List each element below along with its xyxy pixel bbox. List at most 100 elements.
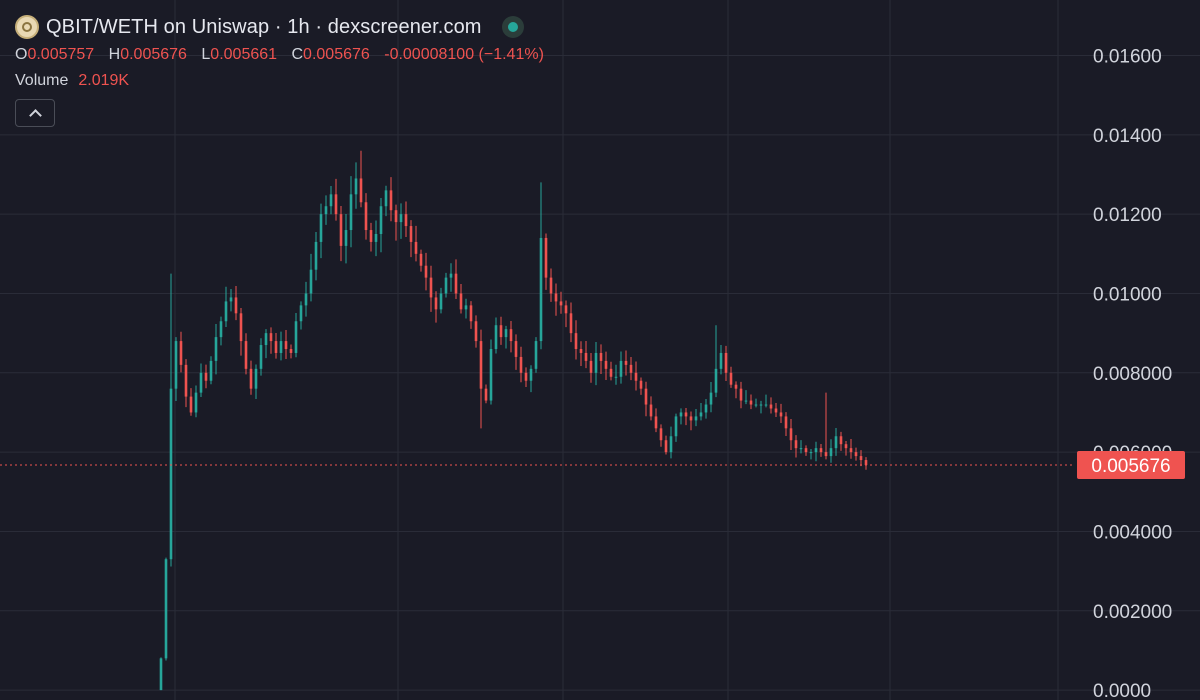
candle-body <box>814 448 818 453</box>
candle-body <box>399 214 403 223</box>
candle <box>324 195 328 225</box>
candle-body <box>374 233 378 242</box>
candle-body <box>324 206 328 215</box>
candle-body <box>664 440 668 453</box>
candle-body <box>359 178 363 203</box>
candle-body <box>824 452 828 457</box>
candle <box>409 220 413 258</box>
candle <box>814 441 818 462</box>
candle-body <box>329 194 333 207</box>
candle-body <box>619 360 623 377</box>
candle-body <box>384 190 388 207</box>
collapse-legend-button[interactable] <box>15 99 55 127</box>
candle-body <box>449 273 453 278</box>
candle <box>349 176 353 248</box>
candle-body <box>274 341 278 353</box>
candle-body <box>239 313 243 342</box>
candle <box>769 397 773 414</box>
candle-body <box>464 305 468 310</box>
y-axis-ticks: 0.00000.0020000.0040000.0060000.0080000.… <box>1093 47 1172 700</box>
candle <box>399 203 403 239</box>
candle <box>554 283 558 316</box>
candle <box>174 337 178 402</box>
candle <box>454 259 458 300</box>
candle-body <box>539 237 543 342</box>
candle-body <box>494 325 498 350</box>
candle <box>804 445 808 456</box>
candle-body <box>264 333 268 346</box>
market-status-icon[interactable] <box>501 16 524 38</box>
candle <box>719 345 723 375</box>
candle-body <box>544 237 548 278</box>
candle <box>279 331 283 361</box>
candle <box>344 214 348 264</box>
y-tick-label: 0.01400 <box>1093 126 1162 147</box>
candle-body <box>364 202 368 231</box>
candle-body <box>434 297 438 310</box>
candle <box>404 201 408 238</box>
candle-body <box>524 372 528 381</box>
volume-value: 2.019K <box>78 72 130 89</box>
candle <box>754 398 758 408</box>
candle-body <box>349 194 353 231</box>
candle-body <box>629 364 633 373</box>
candle-body <box>314 241 318 270</box>
candle <box>824 392 828 460</box>
candle-body <box>634 372 638 381</box>
candle <box>414 225 418 262</box>
candle-body <box>269 333 273 342</box>
candle <box>159 657 163 691</box>
candle <box>704 399 708 419</box>
candle <box>684 408 688 426</box>
candle-body <box>649 404 653 417</box>
candle <box>724 345 728 381</box>
candle-body <box>699 412 703 417</box>
candle-body <box>734 384 738 389</box>
candle <box>474 315 478 348</box>
candle-body <box>429 277 433 298</box>
candle <box>729 366 733 388</box>
low-value: 0.005661 <box>210 46 278 63</box>
candle <box>674 413 678 442</box>
candle <box>609 361 613 381</box>
y-tick-label: 0.01200 <box>1093 205 1162 226</box>
candle-body <box>459 293 463 310</box>
candle-body <box>579 349 583 353</box>
candle <box>549 268 553 302</box>
candle-body <box>529 368 533 381</box>
candle-body <box>369 230 373 242</box>
candle <box>164 557 168 661</box>
candle-body <box>244 341 248 369</box>
candle <box>394 204 398 241</box>
candle-body <box>794 440 798 449</box>
candle-body <box>669 436 673 453</box>
candle <box>669 426 673 459</box>
candle <box>179 331 183 373</box>
candle-body <box>194 392 198 413</box>
candle-body <box>354 178 358 195</box>
candle-body <box>419 253 423 266</box>
last-price-tag-background <box>1077 450 1185 479</box>
candle-body <box>729 372 733 385</box>
candle-body <box>504 329 508 338</box>
candle <box>354 162 358 209</box>
candle <box>764 394 768 408</box>
candle <box>264 329 268 359</box>
open-value: 0.005757 <box>27 46 95 63</box>
close-value: 0.005676 <box>303 46 370 63</box>
candle-body <box>624 360 628 365</box>
candle-body <box>589 360 593 373</box>
candle-body <box>689 416 693 421</box>
candle-body <box>709 392 713 405</box>
candle-body <box>644 388 648 405</box>
candle-body <box>414 241 418 254</box>
candle <box>739 381 743 409</box>
candle-body <box>849 448 853 453</box>
candle <box>214 323 218 375</box>
candle <box>534 337 538 373</box>
candle <box>439 287 443 314</box>
candle <box>634 361 638 391</box>
token-logo-icon <box>15 15 39 39</box>
